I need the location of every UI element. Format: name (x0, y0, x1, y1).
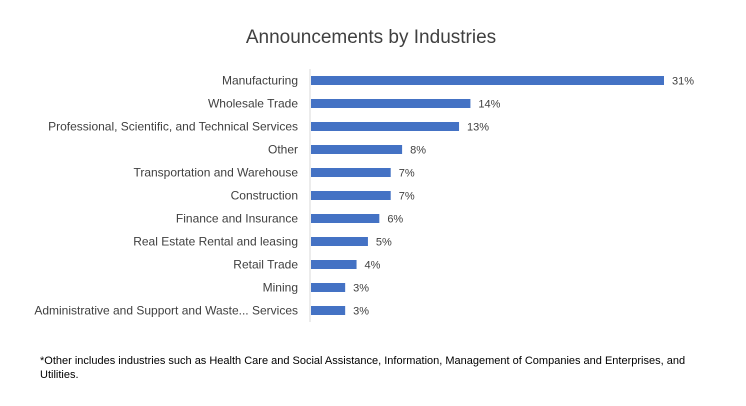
data-label: 13% (467, 122, 489, 134)
data-label: 31% (672, 76, 694, 88)
bar (311, 237, 368, 246)
category-label: Mining (263, 281, 298, 295)
footnote: *Other includes industries such as Healt… (40, 355, 686, 381)
bar (311, 168, 391, 177)
data-label: 8% (410, 145, 426, 157)
bar (311, 260, 357, 269)
data-label: 5% (376, 237, 392, 249)
category-label: Wholesale Trade (208, 97, 298, 111)
bar (311, 306, 346, 315)
category-label: Construction (231, 189, 298, 203)
category-label: Administrative and Support and Waste... … (34, 304, 298, 318)
category-label: Retail Trade (233, 258, 298, 272)
data-label: 7% (399, 191, 415, 203)
bar (311, 214, 380, 223)
chart-title: Announcements by Industries (245, 27, 497, 48)
category-label: Finance and Insurance (176, 212, 298, 226)
data-label: 7% (399, 168, 415, 180)
bar (311, 122, 460, 131)
category-label: Real Estate Rental and leasing (133, 235, 298, 249)
category-label: Manufacturing (222, 74, 298, 88)
bar (311, 145, 403, 154)
data-label: 3% (353, 283, 369, 295)
data-label: 3% (353, 306, 369, 318)
data-label: 14% (478, 99, 500, 111)
category-label: Transportation and Warehouse (133, 166, 298, 180)
data-label: 6% (387, 214, 403, 226)
category-label: Other (268, 143, 298, 157)
bar (311, 283, 346, 292)
bar (311, 99, 471, 108)
bar (311, 191, 391, 200)
data-label: 4% (365, 260, 381, 272)
bar (311, 76, 664, 85)
category-label: Professional, Scientific, and Technical … (48, 120, 298, 134)
